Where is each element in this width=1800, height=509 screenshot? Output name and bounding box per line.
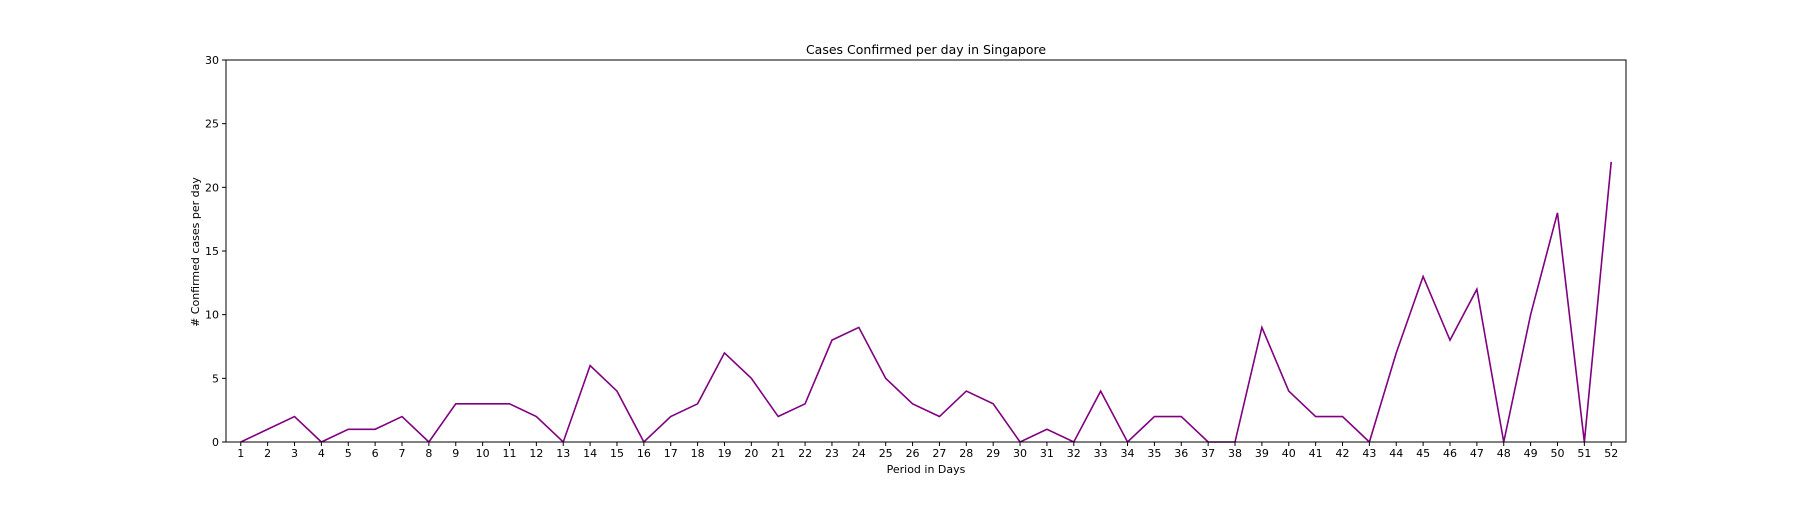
x-tick-label: 19 <box>717 447 731 460</box>
x-tick-label: 10 <box>476 447 490 460</box>
x-tick-label: 30 <box>1013 447 1027 460</box>
x-tick-label: 43 <box>1362 447 1376 460</box>
x-tick-label: 29 <box>986 447 1000 460</box>
x-tick-label: 24 <box>852 447 866 460</box>
x-tick-label: 4 <box>318 447 325 460</box>
x-tick-label: 16 <box>637 447 651 460</box>
chart-title: Cases Confirmed per day in Singapore <box>806 42 1046 57</box>
x-tick-label: 23 <box>825 447 839 460</box>
x-tick-label: 20 <box>744 447 758 460</box>
x-tick-label: 31 <box>1040 447 1054 460</box>
x-tick-label: 51 <box>1577 447 1591 460</box>
y-tick-label: 30 <box>205 54 219 67</box>
x-tick-label: 50 <box>1550 447 1564 460</box>
y-tick-label: 15 <box>205 245 219 258</box>
x-tick-label: 9 <box>452 447 459 460</box>
x-tick-label: 27 <box>932 447 946 460</box>
x-tick-label: 26 <box>906 447 920 460</box>
x-tick-label: 1 <box>237 447 244 460</box>
x-tick-label: 34 <box>1121 447 1135 460</box>
x-tick-label: 39 <box>1255 447 1269 460</box>
x-tick-label: 15 <box>610 447 624 460</box>
x-tick-label: 2 <box>264 447 271 460</box>
x-tick-label: 46 <box>1443 447 1457 460</box>
x-tick-label: 52 <box>1604 447 1618 460</box>
x-tick-label: 47 <box>1470 447 1484 460</box>
y-tick-label: 5 <box>212 372 219 385</box>
x-tick-label: 38 <box>1228 447 1242 460</box>
y-tick-label: 10 <box>205 309 219 322</box>
x-tick-label: 44 <box>1389 447 1403 460</box>
x-tick-label: 7 <box>399 447 406 460</box>
x-tick-label: 6 <box>372 447 379 460</box>
x-tick-label: 12 <box>529 447 543 460</box>
x-tick-label: 40 <box>1282 447 1296 460</box>
x-tick-label: 48 <box>1497 447 1511 460</box>
x-tick-label: 45 <box>1416 447 1430 460</box>
x-tick-label: 11 <box>502 447 516 460</box>
x-tick-label: 35 <box>1147 447 1161 460</box>
x-tick-label: 14 <box>583 447 597 460</box>
x-tick-label: 13 <box>556 447 570 460</box>
y-tick-label: 25 <box>205 118 219 131</box>
x-tick-label: 33 <box>1094 447 1108 460</box>
y-tick-label: 20 <box>205 181 219 194</box>
x-tick-label: 25 <box>879 447 893 460</box>
x-tick-label: 42 <box>1336 447 1350 460</box>
x-tick-label: 8 <box>425 447 432 460</box>
x-tick-label: 41 <box>1309 447 1323 460</box>
plot-frame <box>225 59 1627 443</box>
x-tick-label: 32 <box>1067 447 1081 460</box>
x-tick-label: 28 <box>959 447 973 460</box>
y-axis-label: # Confirmed cases per day <box>189 177 202 327</box>
x-tick-label: 21 <box>771 447 785 460</box>
x-axis-label: Period in Days <box>887 463 966 476</box>
x-tick-label: 22 <box>798 447 812 460</box>
x-tick-label: 18 <box>691 447 705 460</box>
x-tick-label: 17 <box>664 447 678 460</box>
x-tick-label: 5 <box>345 447 352 460</box>
series-layer <box>240 161 1613 444</box>
series-line <box>240 161 1613 444</box>
x-tick-label: 37 <box>1201 447 1215 460</box>
x-tick-label: 36 <box>1174 447 1188 460</box>
y-tick-label: 0 <box>212 436 219 449</box>
x-tick-label: 3 <box>291 447 298 460</box>
x-tick-label: 49 <box>1524 447 1538 460</box>
